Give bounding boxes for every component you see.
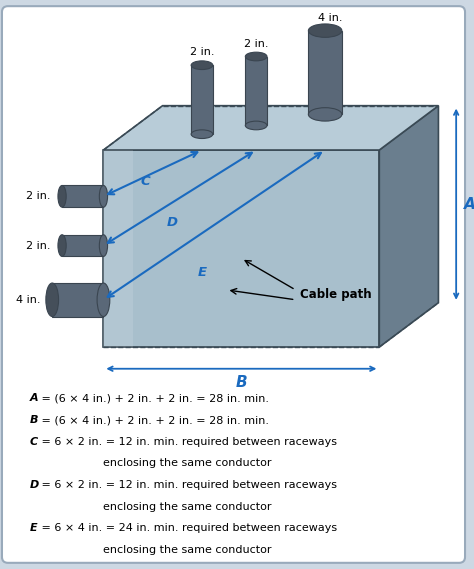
Text: enclosing the same conductor: enclosing the same conductor (103, 459, 272, 468)
Polygon shape (103, 106, 438, 150)
Text: = 6 × 2 in. = 12 in. min. required between raceways: = 6 × 2 in. = 12 in. min. required betwe… (38, 480, 337, 490)
Ellipse shape (97, 283, 110, 316)
Text: E: E (29, 523, 37, 533)
Polygon shape (103, 150, 379, 347)
Ellipse shape (246, 52, 267, 61)
Text: 2 in.: 2 in. (26, 241, 50, 250)
Text: enclosing the same conductor: enclosing the same conductor (103, 502, 272, 512)
Text: A: A (29, 393, 38, 403)
Text: 2 in.: 2 in. (244, 39, 268, 48)
Ellipse shape (46, 283, 59, 316)
Ellipse shape (191, 61, 213, 69)
Text: 2 in.: 2 in. (190, 47, 214, 57)
Text: = (6 × 4 in.) + 2 in. + 2 in. = 28 in. min.: = (6 × 4 in.) + 2 in. + 2 in. = 28 in. m… (38, 393, 269, 403)
Text: enclosing the same conductor: enclosing the same conductor (103, 545, 272, 555)
Polygon shape (246, 56, 267, 126)
Text: C: C (141, 175, 151, 188)
Text: 4 in.: 4 in. (318, 13, 342, 23)
Polygon shape (62, 235, 103, 257)
Text: C: C (29, 437, 37, 447)
Text: A: A (464, 197, 474, 212)
Text: B: B (236, 375, 247, 390)
Text: 2 in.: 2 in. (26, 191, 50, 201)
Text: = 6 × 4 in. = 24 in. min. required between raceways: = 6 × 4 in. = 24 in. min. required betwe… (38, 523, 337, 533)
Ellipse shape (58, 235, 66, 257)
Polygon shape (379, 106, 438, 347)
Polygon shape (52, 283, 103, 316)
Ellipse shape (58, 185, 66, 207)
Text: D: D (29, 480, 39, 490)
Text: 4 in.: 4 in. (16, 295, 40, 305)
Polygon shape (103, 150, 133, 347)
Text: = (6 × 4 in.) + 2 in. + 2 in. = 28 in. min.: = (6 × 4 in.) + 2 in. + 2 in. = 28 in. m… (38, 415, 269, 425)
Ellipse shape (309, 24, 342, 38)
Polygon shape (191, 65, 213, 134)
Text: E: E (198, 266, 207, 279)
Ellipse shape (309, 108, 342, 121)
Ellipse shape (100, 185, 108, 207)
Text: = 6 × 2 in. = 12 in. min. required between raceways: = 6 × 2 in. = 12 in. min. required betwe… (38, 437, 337, 447)
Polygon shape (62, 185, 103, 207)
Polygon shape (309, 31, 342, 114)
Text: B: B (29, 415, 38, 425)
Ellipse shape (100, 235, 108, 257)
Text: Cable path: Cable path (301, 288, 372, 302)
Text: D: D (167, 216, 178, 229)
Ellipse shape (191, 130, 213, 138)
FancyBboxPatch shape (2, 6, 465, 563)
Ellipse shape (246, 121, 267, 130)
